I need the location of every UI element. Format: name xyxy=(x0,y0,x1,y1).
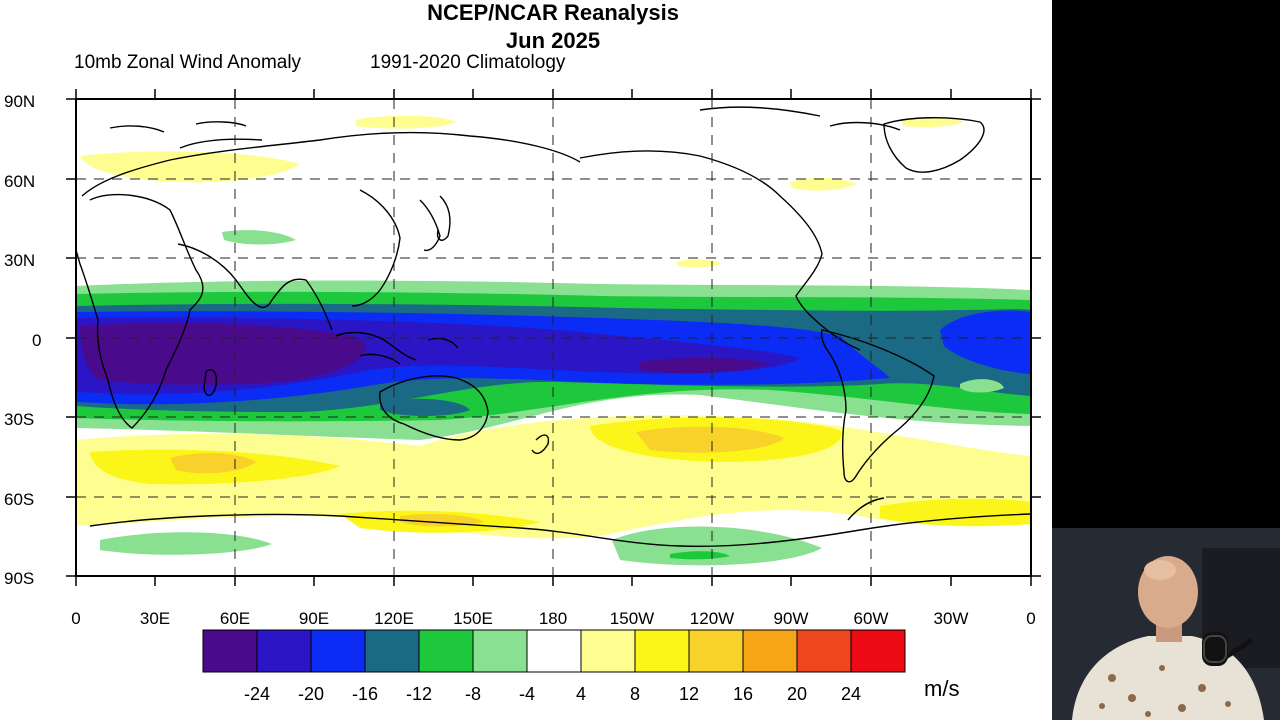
anomaly-yellow-europe xyxy=(80,151,300,183)
lon-label: 180 xyxy=(539,609,567,628)
colorbar-label: -24 xyxy=(244,684,270,704)
lon-label: 60W xyxy=(854,609,889,628)
map-title: NCEP/NCAR Reanalysis xyxy=(427,0,679,25)
colorbar-label: -12 xyxy=(406,684,432,704)
anomaly-band-yellow-southatl xyxy=(880,498,1031,526)
anomaly-core-gold-antarctic xyxy=(400,514,484,527)
coastlines xyxy=(76,106,1031,547)
map-variable-label: 10mb Zonal Wind Anomaly xyxy=(74,52,302,73)
lon-label: 150E xyxy=(453,609,493,628)
lon-label: 120E xyxy=(374,609,414,628)
colorbar-label: -8 xyxy=(465,684,481,704)
colorbar-swatch xyxy=(202,629,258,673)
anomaly-green-asia xyxy=(222,230,296,245)
colorbar-units: m/s xyxy=(924,676,960,701)
colorbar-label: -20 xyxy=(298,684,324,704)
colorbar-label: 20 xyxy=(787,684,807,704)
colorbar-labels: -24 -20 -16 -12 -8 -4 4 8 12 16 20 24 xyxy=(244,684,861,704)
longitude-labels: 0 30E 60E 90E 120E 150E 180 150W 120W 90… xyxy=(71,609,1035,628)
lon-label: 150W xyxy=(610,609,654,628)
anomaly-yellow-arctic-asia xyxy=(356,115,456,129)
anomaly-green-core-pacific xyxy=(670,551,730,560)
lat-label: 30N xyxy=(4,251,35,270)
colorbar-label: -16 xyxy=(352,684,378,704)
colorbar-swatch xyxy=(850,629,906,673)
map-date: Jun 2025 xyxy=(505,28,601,53)
lon-label: 60E xyxy=(220,609,250,628)
colorbar-label: 8 xyxy=(630,684,640,704)
anomaly-yellow-hudson xyxy=(790,177,856,191)
anomaly-core-purple-pacific xyxy=(640,357,770,374)
presenter-webcam-icon xyxy=(1052,528,1280,720)
lat-label: 90S xyxy=(4,569,34,588)
colorbar-label: 16 xyxy=(733,684,753,704)
lon-label: 30E xyxy=(140,609,170,628)
anomaly-core-purple xyxy=(80,323,366,385)
colorbar-swatch xyxy=(418,629,474,673)
colorbar-swatch xyxy=(580,629,636,673)
presenter-webcam xyxy=(1052,528,1280,720)
anomaly-yellow-pacific-north xyxy=(676,259,722,268)
colorbar-swatch xyxy=(526,629,582,673)
colorbar-label: 12 xyxy=(679,684,699,704)
graticule xyxy=(76,99,1031,576)
lat-label: 90N xyxy=(4,92,35,111)
anomaly-yellow-greenland xyxy=(900,117,964,128)
anomaly-green-antarctic-west xyxy=(100,532,272,555)
colorbar-swatch xyxy=(688,629,744,673)
lon-label: 90W xyxy=(774,609,809,628)
latitude-labels: 90N 60N 30N 0 30S 60S 90S xyxy=(4,92,41,588)
lon-label: 0 xyxy=(1026,609,1035,628)
colorbar-label: 4 xyxy=(576,684,586,704)
lat-label: 30S xyxy=(4,410,34,429)
anomaly-blob-blue-east xyxy=(940,310,1031,374)
lat-label: 0 xyxy=(32,331,41,350)
map-slide: NCEP/NCAR Reanalysis Jun 2025 10mb Zonal… xyxy=(0,0,1052,720)
lon-label: 90E xyxy=(299,609,329,628)
colorbar xyxy=(202,629,906,673)
lon-label: 0 xyxy=(71,609,80,628)
colorbar-swatch xyxy=(472,629,528,673)
colorbar-label: -4 xyxy=(519,684,535,704)
colorbar-swatch xyxy=(634,629,690,673)
anomaly-spot-light-green-atl xyxy=(960,379,1004,393)
wind-anomaly-map: 90N 60N 30N 0 30S 60S 90S 0 30E 60E 90E … xyxy=(4,89,1041,704)
colorbar-label: 24 xyxy=(841,684,861,704)
lat-label: 60S xyxy=(4,490,34,509)
lon-label: 120W xyxy=(690,609,734,628)
colorbar-swatch xyxy=(310,629,366,673)
colorbar-swatch xyxy=(742,629,798,673)
axis-ticks xyxy=(66,89,1041,586)
anomaly-spot-teal-australia xyxy=(380,398,470,416)
anomaly-core-gold-pacific xyxy=(636,426,784,453)
map-climatology-label: 1991-2020 Climatology xyxy=(370,52,566,73)
colorbar-swatch xyxy=(364,629,420,673)
lon-label: 30W xyxy=(934,609,969,628)
colorbar-swatch xyxy=(796,629,852,673)
lat-label: 60N xyxy=(4,172,35,191)
colorbar-swatch xyxy=(256,629,312,673)
